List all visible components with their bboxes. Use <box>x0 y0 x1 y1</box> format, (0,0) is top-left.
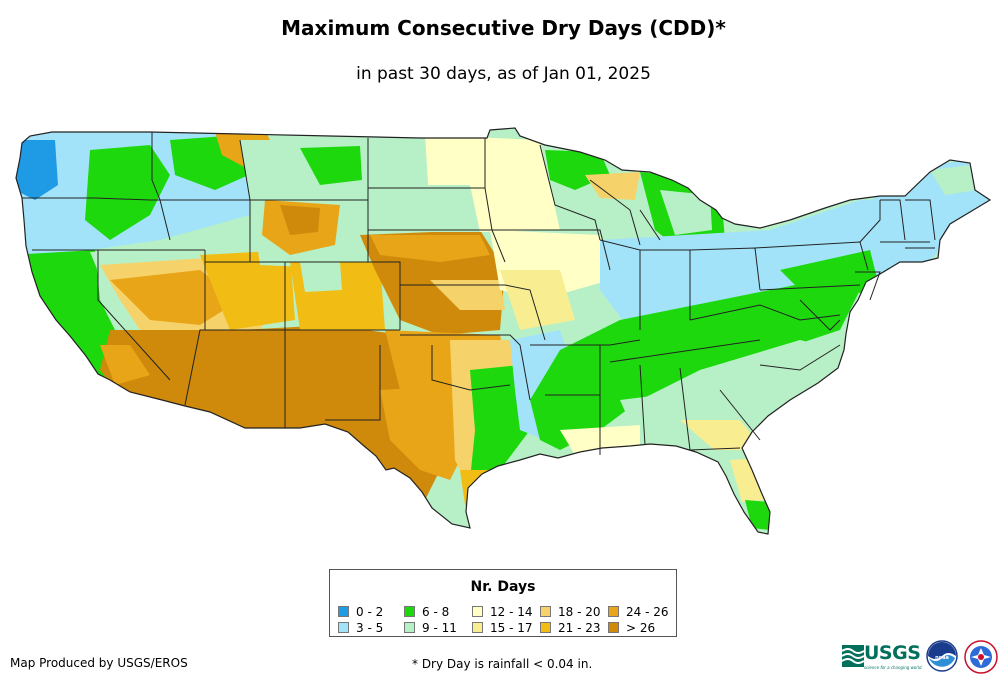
legend-item: 9 - 11 <box>404 620 472 635</box>
fill-region-south-dakota-lightgreen <box>370 185 480 232</box>
legend-label: 21 - 23 <box>558 620 601 635</box>
legend-swatch <box>472 622 483 633</box>
legend-label: 24 - 26 <box>626 604 669 619</box>
agency-logos: USGS science for a changing world noaa <box>842 640 1007 680</box>
state-boundaries <box>15 127 991 535</box>
fill-region-nebraska-orange <box>370 235 490 262</box>
fill-region-carolinas-lightgreen <box>700 340 840 420</box>
map-credit: Map Produced by USGS/EROS <box>10 656 188 670</box>
legend-item: 21 - 23 <box>540 620 608 635</box>
fill-region-montana-green-east <box>300 146 362 185</box>
fill-region-kansas-yellow <box>430 280 505 310</box>
svg-text:noaa: noaa <box>935 655 949 661</box>
fill-region-washington-coast <box>16 140 58 200</box>
fill-region-wyoming-darkorange <box>280 205 320 235</box>
legend-swatch <box>338 606 349 617</box>
usgs-wordmark: USGS <box>864 642 921 664</box>
legend-item: 12 - 14 <box>472 604 540 619</box>
fill-region-maine-lightgreen <box>930 165 978 195</box>
legend-label: 3 - 5 <box>356 620 384 635</box>
fill-region-wisconsin-yellow <box>585 172 640 200</box>
dry-days-fill <box>16 128 990 534</box>
map-subtitle: in past 30 days, as of Jan 01, 2025 <box>356 64 651 84</box>
legend-swatch <box>404 606 415 617</box>
noaa-logo-icon: noaa <box>926 640 958 672</box>
fill-region-georgia-yellow <box>680 420 760 455</box>
fill-region-idaho-green <box>85 145 170 240</box>
legend-item: 3 - 5 <box>338 620 404 635</box>
legend-grid: 0 - 2 6 - 8 12 - 14 18 - 20 24 - 26 3 - 5 9 - … <box>338 604 674 635</box>
legend-title: Nr. Days <box>470 579 536 595</box>
legend-item: > 26 <box>608 620 674 635</box>
map-footnote: * Dry Day is rainfall < 0.04 in. <box>412 657 593 671</box>
legend-label: 0 - 2 <box>356 604 384 619</box>
map-title: Maximum Consecutive Dry Days (CDD)* <box>281 16 726 40</box>
fill-region-central-texas-orange <box>380 385 470 480</box>
legend-item: 6 - 8 <box>404 604 472 619</box>
fill-region-southeast-green-band <box>530 280 860 450</box>
fill-region-utah-yellow <box>200 250 295 330</box>
fill-region-michigan-lightgreen <box>660 190 712 235</box>
map-legend: Nr. Days 0 - 2 6 - 8 12 - 14 18 - 20 24 - 26… <box>329 569 677 637</box>
legend-swatch <box>540 622 551 633</box>
legend-swatch <box>608 622 619 633</box>
legend-swatch <box>404 622 415 633</box>
legend-label: 6 - 8 <box>422 604 450 619</box>
usgs-logo: USGS science for a changing world <box>842 642 922 671</box>
usgs-wave-icon <box>842 645 864 667</box>
fill-region-great-basin-orange <box>110 270 240 325</box>
legend-label: 12 - 14 <box>490 604 533 619</box>
legend-item: 18 - 20 <box>540 604 608 619</box>
legend-swatch <box>608 606 619 617</box>
legend-item: 15 - 17 <box>472 620 540 635</box>
fill-region-missouri-yellow <box>500 270 575 330</box>
fill-region-arizona-west-orange <box>100 345 150 385</box>
legend-swatch <box>540 606 551 617</box>
legend-label: > 26 <box>626 620 656 635</box>
legend-item: 0 - 2 <box>338 604 404 619</box>
legend-label: 15 - 17 <box>490 620 533 635</box>
legend-item: 24 - 26 <box>608 604 674 619</box>
usgs-tagline: science for a changing world <box>864 665 922 670</box>
legend-label: 18 - 20 <box>558 604 601 619</box>
fill-region-colorado-green <box>300 262 342 292</box>
nws-logo-icon <box>964 640 998 674</box>
fill-region-east-texas-green <box>470 365 530 480</box>
cdd-map <box>15 127 991 535</box>
legend-swatch <box>338 622 349 633</box>
legend-label: 9 - 11 <box>422 620 457 635</box>
legend-swatch <box>472 606 483 617</box>
